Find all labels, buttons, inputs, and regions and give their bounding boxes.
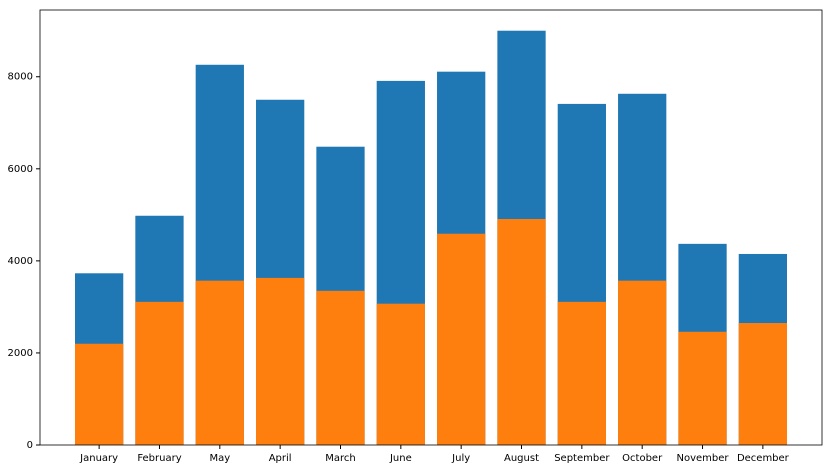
- y-tick-label: 8000: [8, 72, 33, 83]
- y-tick-label: 2000: [8, 348, 33, 359]
- x-tick-label: September: [554, 453, 610, 464]
- bar: [557, 301, 606, 445]
- x-tick-label: August: [504, 453, 539, 464]
- x-tick-label: May: [209, 453, 230, 464]
- x-tick-label: October: [622, 453, 663, 464]
- plot-frame: [39, 9, 823, 446]
- y-tick-label: 4000: [8, 256, 33, 267]
- bar: [678, 331, 727, 445]
- x-tick-label: February: [137, 453, 181, 464]
- y-tick-label: 0: [27, 440, 33, 451]
- bar: [618, 280, 667, 445]
- x-tick-label: July: [451, 453, 470, 464]
- bar: [376, 303, 425, 445]
- bar: [316, 290, 365, 445]
- x-tick-label: November: [677, 453, 730, 464]
- x-tick-label: January: [79, 453, 118, 464]
- bar: [738, 323, 788, 445]
- x-tick-label: June: [389, 453, 412, 464]
- bar: [74, 343, 124, 445]
- y-tick-label: 6000: [8, 164, 33, 175]
- x-tick-label: March: [325, 453, 355, 464]
- x-tick-label: December: [737, 453, 790, 464]
- bar: [256, 277, 305, 445]
- bar: [497, 218, 546, 445]
- bar: [437, 233, 486, 445]
- x-tick-label: April: [269, 453, 292, 464]
- bar: [135, 301, 184, 445]
- bar: [195, 280, 244, 445]
